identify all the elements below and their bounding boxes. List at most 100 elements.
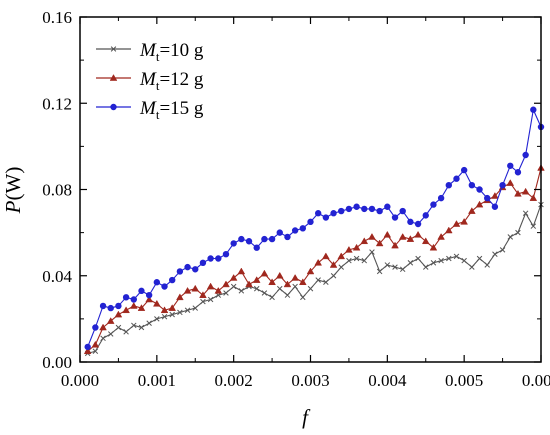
data-point — [514, 169, 522, 176]
data-point — [460, 217, 468, 225]
legend-label-var: M — [139, 98, 157, 119]
data-point — [522, 151, 529, 159]
series-layer — [83, 106, 545, 357]
data-point — [468, 207, 476, 214]
data-point — [161, 283, 168, 290]
series-line — [87, 109, 542, 348]
data-point — [199, 291, 207, 298]
data-point — [253, 244, 260, 251]
data-point — [376, 268, 383, 275]
data-point — [92, 348, 99, 354]
legend-label-sub: t — [156, 78, 160, 93]
data-point — [199, 259, 207, 267]
data-point — [453, 175, 460, 182]
data-point — [314, 210, 322, 217]
series-3 — [84, 106, 545, 351]
legend-label-value: =10 g — [159, 40, 203, 61]
legend-entry: Mt=12 g — [96, 69, 204, 93]
data-point — [407, 260, 414, 266]
data-point — [452, 220, 461, 227]
series-line — [87, 204, 542, 354]
data-point — [307, 285, 314, 292]
data-point — [110, 103, 117, 111]
data-point — [214, 286, 223, 294]
data-point — [461, 257, 467, 264]
data-point — [352, 243, 361, 251]
data-point — [469, 264, 475, 270]
data-point — [499, 247, 506, 253]
legend-label-sub: t — [156, 49, 160, 64]
y-tick-label: 0.12 — [42, 94, 72, 113]
data-point — [275, 271, 284, 279]
data-point — [100, 335, 106, 342]
x-tick-label: 0.002 — [215, 371, 253, 390]
series-2 — [83, 164, 545, 355]
data-point — [306, 267, 315, 275]
data-point — [145, 291, 153, 299]
data-point — [329, 261, 338, 268]
data-point — [129, 302, 138, 309]
y-axis-label-unit: (W) — [1, 167, 25, 201]
legend-label-value: =15 g — [159, 98, 203, 119]
data-point — [499, 181, 506, 189]
data-point — [361, 205, 368, 213]
x-tick-label: 0.006 — [522, 371, 550, 390]
data-point — [322, 252, 330, 260]
data-point — [521, 187, 530, 195]
data-point — [422, 212, 429, 219]
data-point — [444, 226, 453, 234]
data-point — [154, 316, 160, 322]
data-point — [184, 307, 191, 314]
data-point — [222, 280, 230, 288]
data-point — [115, 302, 122, 310]
data-point — [191, 284, 200, 292]
data-point — [491, 192, 499, 199]
data-point — [398, 233, 407, 240]
axis-labels: f P(W) — [1, 167, 311, 429]
y-tick-label: 0.04 — [42, 267, 72, 286]
data-point — [176, 293, 184, 301]
data-point — [284, 233, 291, 241]
data-point — [507, 162, 514, 169]
data-point — [83, 347, 92, 355]
data-point — [169, 311, 175, 318]
data-point — [245, 238, 253, 245]
data-point — [422, 264, 429, 270]
data-point — [107, 331, 114, 337]
data-point — [330, 210, 337, 217]
y-tick-label: 0.16 — [42, 8, 72, 27]
x-axis-label: f — [302, 405, 311, 429]
data-point — [269, 294, 275, 301]
data-point — [138, 324, 145, 331]
data-point — [114, 310, 123, 318]
legend-label-value: =12 g — [159, 69, 203, 90]
data-point — [229, 274, 238, 281]
data-point — [384, 262, 391, 268]
legend-label-var: M — [139, 40, 157, 61]
data-point — [406, 235, 415, 242]
data-point — [284, 292, 291, 298]
series-1 — [84, 201, 544, 357]
data-point — [215, 255, 222, 262]
data-point — [514, 189, 522, 197]
x-tick-label: 0.000 — [61, 371, 99, 390]
data-point — [192, 266, 199, 273]
data-point — [107, 304, 114, 312]
data-point — [437, 194, 445, 202]
x-tick-label: 0.005 — [445, 371, 483, 390]
data-point — [261, 290, 268, 296]
data-point — [200, 298, 206, 305]
data-point — [106, 317, 115, 324]
data-point — [298, 278, 307, 286]
data-point — [484, 262, 490, 268]
data-point — [177, 309, 183, 316]
legend-label-var: M — [139, 69, 157, 90]
data-point — [399, 266, 406, 273]
data-point — [300, 294, 306, 301]
data-point — [430, 201, 437, 208]
data-point — [252, 276, 261, 283]
data-point — [292, 283, 298, 290]
legend-label-sub: t — [156, 107, 160, 122]
data-point — [507, 234, 514, 240]
data-point — [392, 264, 398, 270]
